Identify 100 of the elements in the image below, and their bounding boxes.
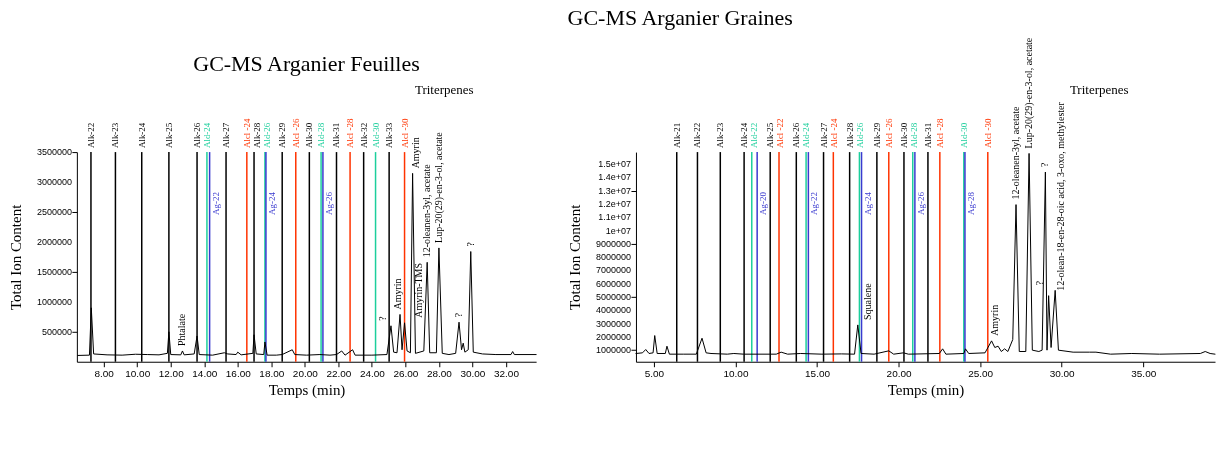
ref-line-label: Ald-24 xyxy=(801,122,812,149)
ref-line-label: Alcl -30 xyxy=(982,117,993,149)
x-tick-label: 30.00 xyxy=(1049,368,1076,380)
ref-line-label: Alcl -28 xyxy=(345,117,356,149)
x-tick-label: 10.00 xyxy=(723,368,749,380)
x-tick-label: 32.00 xyxy=(493,368,520,380)
y-tick-label: 1.1e+07 xyxy=(598,212,631,223)
annotation: Lup-20(29)-en-3-ol, acetate xyxy=(1023,37,1036,149)
ref-line-label: Alk-26 xyxy=(192,122,203,149)
ref-line-label: Alcl -28 xyxy=(934,117,945,149)
ref-line-label: Ag-24 xyxy=(862,191,873,215)
y-tick-label: 1000000 xyxy=(596,345,631,356)
ref-line-label: Alk-23 xyxy=(110,122,121,149)
y-tick-label: 1000000 xyxy=(36,296,72,307)
x-tick-label: 10.00 xyxy=(125,368,151,380)
ref-line-label: Alk-30 xyxy=(304,122,315,149)
ref-line-label: Ald-28 xyxy=(316,122,327,149)
ref-line-label: Alk-22 xyxy=(85,122,96,149)
ref-line-label: Alcl -30 xyxy=(399,117,410,149)
x-tick-label: 15.00 xyxy=(805,368,831,380)
y-tick-label: 2500000 xyxy=(36,206,72,217)
ref-line-label: Alk-30 xyxy=(898,122,909,149)
x-tick-label: 5.00 xyxy=(644,368,665,380)
ref-line-label: Alk-27 xyxy=(818,122,829,149)
ref-line-label: Alcl -26 xyxy=(290,117,301,149)
x-tick-label: 12.00 xyxy=(158,368,185,380)
ref-line-label: Alk-25 xyxy=(765,122,776,149)
ref-line-label: Alk-29 xyxy=(871,122,882,149)
annotation: Amyrin xyxy=(988,304,1000,336)
annotation: Amyrin-TMS xyxy=(412,262,424,318)
ref-line-label: Alk-28 xyxy=(844,122,855,149)
ref-line-label: Alk-24 xyxy=(136,122,147,149)
annotation: ? xyxy=(464,241,476,247)
ref-line-label: Ald-28 xyxy=(908,122,919,149)
x-tick-label: 22.00 xyxy=(326,368,352,380)
annotation: 12-oleanen-3yl, acetate xyxy=(1010,106,1022,200)
ref-line-label: Alk-26 xyxy=(791,122,802,149)
ref-line-label: Alk-21 xyxy=(671,122,682,149)
annotation: 12-olean-18-en-28-oic acid, 3-oxo, methylester xyxy=(1054,101,1066,291)
ref-line-label: Ald-30 xyxy=(370,122,381,149)
ref-line-label: Alk-24 xyxy=(739,122,750,149)
y-tick-label: 7000000 xyxy=(596,265,631,276)
y-tick-label: 1.4e+07 xyxy=(598,172,631,183)
ref-line-label: Alk-29 xyxy=(277,122,288,149)
y-tick-label: 8000000 xyxy=(596,252,631,263)
text: Triterpenes xyxy=(414,82,474,98)
y-tick-label: 2000000 xyxy=(36,236,72,247)
ref-line-label: Ag-26 xyxy=(915,191,926,215)
ref-line-label: Ald-22 xyxy=(749,122,760,149)
ref-line-label: Alk-31 xyxy=(922,122,933,149)
y-tick-label: 3000000 xyxy=(36,177,72,188)
annotation: Lup-20(29)-en-3-ol, acetate xyxy=(432,131,445,243)
ref-line-label: Ald-26 xyxy=(261,122,272,149)
ref-line-label: Ag-20 xyxy=(758,191,769,215)
ref-line-label: Ald-30 xyxy=(958,122,969,149)
ref-line-label: Ag-22 xyxy=(210,192,221,215)
y-tick-label: 4000000 xyxy=(596,305,631,316)
y-tick-label: 9000000 xyxy=(596,238,631,249)
annotation: 12-oleanen-3yl, acetate xyxy=(421,163,433,258)
ref-line-label: Alcl -24 xyxy=(241,117,252,149)
x-tick-label: 26.00 xyxy=(393,368,419,380)
ref-line-label: Alcl -22 xyxy=(775,118,786,149)
y-tick-label: 6000000 xyxy=(596,278,631,289)
annotation: Amyrin xyxy=(409,137,421,169)
annotation: Phtalate xyxy=(176,313,188,346)
y-tick-label: 1.5e+07 xyxy=(598,159,631,170)
ref-line-label: Alk-31 xyxy=(331,122,342,149)
y-tick-label: 1500000 xyxy=(36,266,72,277)
annotation: Squalene xyxy=(861,282,873,320)
annotation: ? xyxy=(376,315,388,321)
x-tick-label: 20.00 xyxy=(886,368,912,380)
ref-line-label: Ag-24 xyxy=(266,191,277,215)
x-tick-label: 14.00 xyxy=(192,368,218,380)
x-tick-label: 28.00 xyxy=(426,368,453,380)
y-tick-label: 3500000 xyxy=(36,147,72,158)
annotation: ? xyxy=(1039,162,1051,168)
y-tick-label: 5000000 xyxy=(596,291,631,302)
y-tick-label: 2000000 xyxy=(596,331,631,342)
ref-line-label: Ag-26 xyxy=(323,191,334,215)
text: Triterpenes xyxy=(1069,82,1129,98)
annotation: ? xyxy=(1034,280,1046,286)
annotation: Amyrin xyxy=(392,278,404,310)
ref-line-label: Alk-33 xyxy=(384,122,395,149)
y-tick-label: 1e+07 xyxy=(605,225,631,236)
x-axis-title: Temps (min) xyxy=(268,382,346,400)
ref-line-label: Alk-28 xyxy=(251,122,262,149)
chart-title: GC-MS Arganier Feuilles xyxy=(193,51,420,77)
x-tick-label: 25.00 xyxy=(968,368,994,380)
x-tick-label: 8.00 xyxy=(94,368,115,380)
ref-line-label: Ald-26 xyxy=(854,122,865,149)
y-axis-title: Total Ion Content xyxy=(7,203,24,311)
ref-line-label: Alcl -24 xyxy=(828,117,839,149)
ref-line-label: Ag-22 xyxy=(809,192,820,215)
x-tick-label: 24.00 xyxy=(359,368,386,380)
x-axis-title: Temps (min) xyxy=(887,382,965,400)
ref-line-label: Alk-25 xyxy=(163,122,174,149)
y-tick-label: 1.2e+07 xyxy=(598,198,631,209)
y-tick-label: 1.3e+07 xyxy=(598,185,631,196)
ref-line-label: Ald-24 xyxy=(202,122,213,149)
x-tick-label: 18.00 xyxy=(259,368,285,380)
